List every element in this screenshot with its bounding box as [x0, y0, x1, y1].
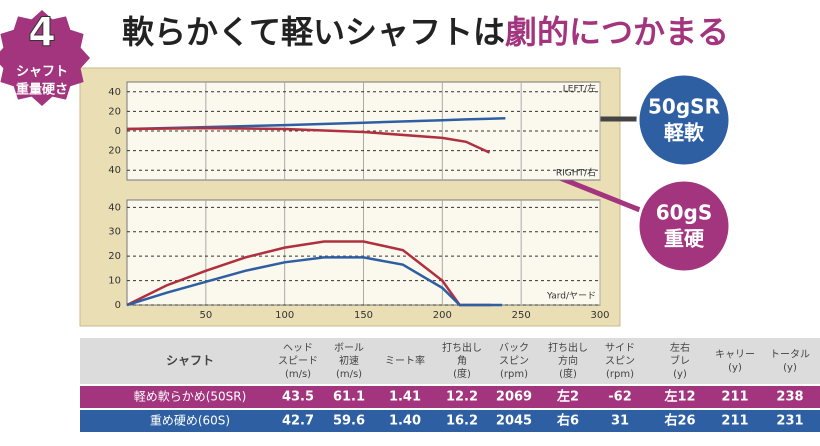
table-header: (y) [728, 363, 742, 374]
table-header: 左右 [670, 341, 690, 354]
table-header: 打ち出し [442, 341, 482, 354]
title-main: 軟らかくて軽いシャフトは [122, 13, 505, 51]
table-header: (rpm) [500, 369, 528, 380]
table-header: (rpm) [606, 369, 634, 380]
table-header: トータル [770, 349, 810, 361]
table-cell: 軽め軟らかめ(50SR) [134, 389, 247, 404]
table-header: サイド [605, 342, 635, 354]
y-tick-label: 20 [108, 106, 121, 117]
table-cell: 211 [721, 414, 748, 429]
badge-shape [0, 10, 90, 106]
table-row-bg [80, 410, 820, 432]
callout-circle [636, 178, 732, 274]
x-tick-label: 50 [199, 310, 212, 321]
table-cell: -62 [608, 390, 632, 405]
axis-note: LEFT/左 [563, 83, 596, 95]
table-header-bg [80, 338, 820, 384]
series-line [126, 117, 506, 131]
table-header: スピン [605, 355, 635, 367]
callout-text: 50gSR [648, 95, 720, 119]
y-tick-label: 40 [108, 87, 121, 98]
table-header: 角 [457, 355, 467, 367]
table-header: バック [499, 342, 529, 354]
x-axis-label: Yard/ヤード [546, 292, 596, 302]
callout-circle [636, 72, 732, 168]
table-cell: 左12 [664, 389, 695, 405]
table-cell: 2069 [496, 390, 532, 405]
callout-text: 重硬 [664, 227, 705, 251]
y-tick-label: 20 [108, 146, 121, 157]
series-line [126, 240, 492, 307]
badge-line: シャフト [16, 65, 68, 80]
y-tick-label: 40 [108, 165, 121, 176]
table-header: (y) [783, 363, 797, 374]
table-cell: 16.2 [446, 414, 478, 429]
x-tick-label: 200 [433, 310, 452, 321]
table-cell: 211 [721, 390, 748, 405]
table-header: ボール [334, 342, 364, 354]
x-tick-label: 100 [275, 310, 294, 321]
y-tick-label: 40 [108, 202, 121, 213]
series-line [126, 256, 503, 307]
table-header: (m/s) [336, 369, 362, 380]
table-cell: 左2 [557, 389, 579, 405]
table-cell: 59.6 [333, 414, 365, 429]
table-cell: 42.7 [282, 414, 314, 429]
table-cell: 231 [776, 414, 803, 429]
callout-text: 60gS [656, 201, 713, 225]
table-header: スピン [499, 355, 529, 367]
table-header: 初速 [339, 354, 359, 367]
table-header: キャリー [715, 350, 755, 361]
x-tick-label: 150 [354, 310, 373, 321]
title-highlight: 劇的につかまる [505, 13, 729, 51]
x-tick-label: 300 [590, 310, 609, 321]
table-header: シャフト [166, 354, 214, 368]
table-header: ブレ [670, 354, 690, 367]
badge-line: 重量硬さ [16, 82, 68, 98]
axis-note: RIGHT/右 [556, 167, 596, 179]
table-cell: 43.5 [282, 390, 314, 405]
table-header: ミート率 [385, 354, 425, 367]
table-cell: 1.40 [389, 414, 421, 429]
table-cell: 61.1 [333, 390, 365, 405]
table-header: (度) [559, 367, 577, 380]
table-cell: 1.41 [389, 390, 421, 405]
x-tick-label: 250 [512, 310, 531, 321]
table-cell: 31 [611, 414, 629, 429]
y-tick-label: 0 [115, 126, 121, 137]
table-header: (m/s) [285, 369, 311, 380]
y-tick-label: 30 [108, 227, 121, 238]
table-cell: 右6 [556, 413, 579, 429]
callout-text: 軽軟 [664, 121, 705, 145]
y-tick-label: 10 [108, 276, 121, 287]
title: 軟らかくて軽いシャフトは劇的につかまる [122, 13, 729, 51]
series-line [126, 126, 491, 154]
y-tick-label: 20 [108, 251, 121, 262]
table-header: (度) [453, 367, 471, 380]
table-cell: 右26 [663, 413, 695, 429]
table-header: 方向 [558, 354, 578, 367]
table-cell: 12.2 [446, 390, 478, 405]
table-header: (y) [673, 369, 687, 380]
table-header: 打ち出し [548, 341, 588, 354]
table-header: ヘッド [283, 343, 313, 354]
table-header: スピード [278, 355, 318, 367]
y-tick-label: 0 [115, 300, 121, 311]
table-cell: 2045 [496, 414, 532, 429]
table-cell: 238 [776, 390, 803, 405]
table-row-bg [80, 386, 820, 408]
table-cell: 重め硬め(60S) [150, 414, 230, 428]
badge-number: 4 [28, 10, 56, 56]
